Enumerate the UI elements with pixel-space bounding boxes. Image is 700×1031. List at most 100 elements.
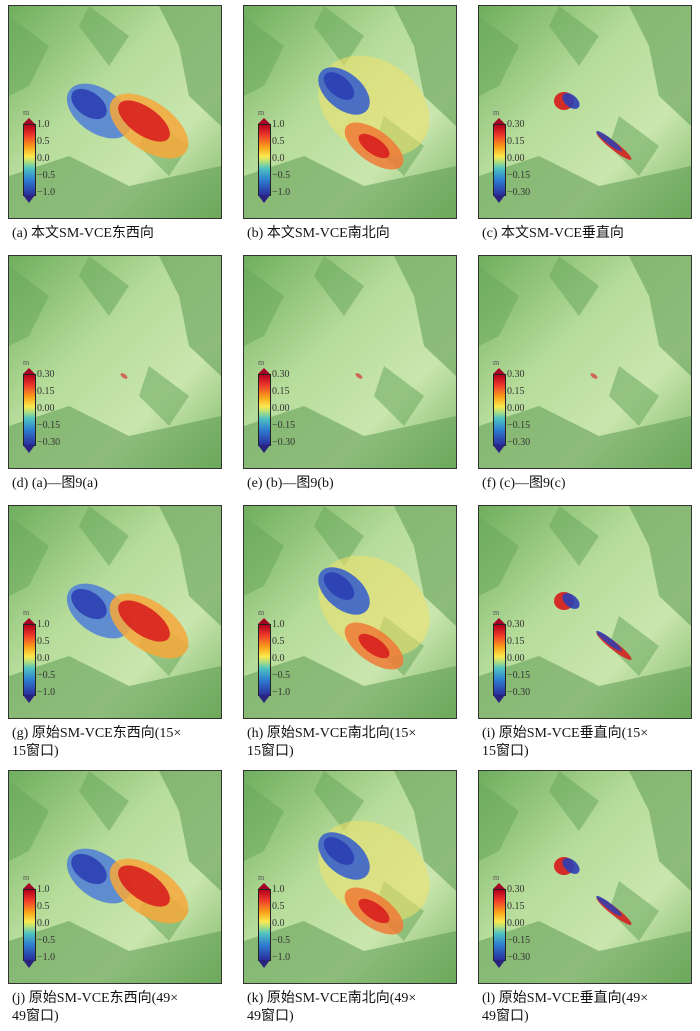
colorbar-tick-label: 0.0 — [272, 153, 285, 164]
colorbar-gradient — [258, 124, 271, 196]
colorbar-tick-label: 1.0 — [272, 119, 285, 130]
colorbar-tick-label: −1.0 — [37, 952, 56, 963]
colorbar-tick-label: −0.30 — [37, 437, 61, 448]
mountain-ridge — [314, 6, 364, 66]
mountain-ridge — [9, 266, 49, 346]
mountain-ridge — [159, 771, 221, 891]
deformation-positive-core — [358, 633, 390, 659]
colorbar-tick-label: −0.15 — [507, 670, 531, 681]
mountain-ridge — [244, 921, 456, 983]
colorbar-tick-label: 1.0 — [37, 119, 50, 130]
residual-spot — [355, 373, 363, 379]
mountain-ridge — [394, 771, 456, 891]
colorbar-unit: m — [258, 873, 265, 882]
deformation-map: m 1.0 0.5 0.0 −0.5 −1.0 — [243, 5, 457, 219]
colorbar-unit: m — [493, 873, 500, 882]
colorbar-tick-label: 0.0 — [272, 918, 285, 929]
mountain-ridge — [244, 656, 456, 718]
mountain-ridge — [629, 771, 691, 891]
colorbar-unit: m — [23, 108, 30, 117]
colorbar-tick-label: 0.5 — [37, 901, 50, 912]
mountain-ridge — [79, 6, 129, 66]
colorbar-tick-label: 1.0 — [272, 619, 285, 630]
mountain-ridge — [549, 6, 599, 66]
colorbar-tick-label: 0.30 — [507, 119, 525, 130]
colorbar-unit: m — [23, 873, 30, 882]
map-image — [9, 771, 221, 983]
colorbar-tick-label: 0.30 — [507, 884, 525, 895]
map-image — [479, 256, 691, 468]
colorbar-legend: m 0.30 0.15 0.00 −0.15 −0.30 — [21, 358, 81, 458]
mountain-ridge — [9, 406, 221, 468]
colorbar-gradient — [258, 374, 271, 446]
colorbar-legend: m 0.30 0.15 0.00 −0.15 −0.30 — [256, 358, 316, 458]
figure-panel: m 0.30 0.15 0.00 −0.15 −0.30 (d) (a)—图9(a) — [8, 255, 222, 493]
mountain-ridge — [394, 506, 456, 626]
mountain-ridge — [244, 16, 284, 96]
colorbar-min-arrow — [258, 195, 270, 203]
colorbar-tick-label: 0.00 — [507, 403, 525, 414]
residual-spot — [590, 373, 598, 379]
colorbar-unit: m — [258, 358, 265, 367]
mountain-ridge — [159, 256, 221, 376]
deformation-map: m 0.30 0.15 0.00 −0.15 −0.30 — [478, 255, 692, 469]
figure-panel: m 0.30 0.15 0.00 −0.15 −0.30 (i) 原始SM-VCE垂直向(1… — [478, 505, 692, 761]
colorbar-gradient — [258, 624, 271, 696]
colorbar-tick-label: 0.0 — [37, 653, 50, 664]
mountain-ridge — [394, 256, 456, 376]
colorbar-max-arrow — [23, 883, 35, 889]
colorbar-tick-label: 0.30 — [507, 369, 525, 380]
colorbar-tick-label: 0.5 — [272, 901, 285, 912]
panel-caption: (c) 本文SM-VCE垂直向 — [482, 226, 624, 241]
colorbar-min-arrow — [23, 445, 35, 453]
subsidence-spot — [562, 593, 580, 609]
colorbar-legend: m 1.0 0.5 0.0 −0.5 −1.0 — [21, 873, 81, 973]
mountain-ridge — [79, 771, 129, 831]
colorbar-tick-label: −1.0 — [272, 687, 291, 698]
colorbar-unit: m — [23, 358, 30, 367]
deformation-map: m 0.30 0.15 0.00 −0.15 −0.30 — [478, 505, 692, 719]
mountain-ridge — [159, 506, 221, 626]
mountain-ridge — [244, 266, 284, 346]
colorbar-gradient — [23, 374, 36, 446]
colorbar-tick-label: 0.5 — [272, 136, 285, 147]
deformation-negative-core — [323, 572, 355, 600]
deformation-positive-core — [118, 600, 170, 642]
mountain-ridge — [244, 781, 284, 861]
colorbar-max-arrow — [258, 368, 270, 374]
mountain-ridge — [394, 6, 456, 126]
mountain-ridge — [314, 771, 364, 831]
deformation-map: m 0.30 0.15 0.00 −0.15 −0.30 — [243, 255, 457, 469]
mountain-ridge — [159, 6, 221, 126]
colorbar-tick-label: −0.15 — [507, 935, 531, 946]
colorbar-tick-label: −0.5 — [37, 935, 56, 946]
colorbar-tick-label: −0.30 — [507, 187, 531, 198]
colorbar-legend: m 0.30 0.15 0.00 −0.15 −0.30 — [491, 873, 551, 973]
deformation-negative-core — [71, 853, 107, 885]
mountain-ridge — [629, 6, 691, 126]
colorbar-max-arrow — [493, 118, 505, 124]
colorbar-tick-label: 0.5 — [37, 136, 50, 147]
colorbar-max-arrow — [23, 368, 35, 374]
colorbar-tick-label: −1.0 — [37, 687, 56, 698]
colorbar-tick-label: 0.30 — [37, 369, 55, 380]
map-image — [244, 6, 456, 218]
colorbar-tick-label: −0.15 — [507, 170, 531, 181]
figure-panel: m 1.0 0.5 0.0 −0.5 −1.0 (j) 原始SM-VCE东西向(49× 49… — [8, 770, 222, 1026]
deformation-positive-core — [118, 100, 170, 142]
colorbar-min-arrow — [493, 195, 505, 203]
colorbar-tick-label: −0.5 — [37, 670, 56, 681]
colorbar-tick-label: −0.5 — [272, 670, 291, 681]
colorbar-tick-label: −0.5 — [272, 935, 291, 946]
colorbar-tick-label: 0.00 — [272, 403, 290, 414]
map-image — [244, 256, 456, 468]
colorbar-tick-label: −0.30 — [272, 437, 296, 448]
colorbar-tick-label: −0.30 — [507, 437, 531, 448]
colorbar-max-arrow — [23, 618, 35, 624]
mountain-ridge — [479, 406, 691, 468]
panel-caption: (e) (b)—图9(b) — [247, 476, 334, 491]
figure-panel: m 0.30 0.15 0.00 −0.15 −0.30 (c) 本文SM-VCE垂直向 — [478, 5, 692, 243]
colorbar-legend: m 1.0 0.5 0.0 −0.5 −1.0 — [256, 108, 316, 208]
deformation-positive-core — [118, 865, 170, 907]
colorbar-max-arrow — [493, 618, 505, 624]
